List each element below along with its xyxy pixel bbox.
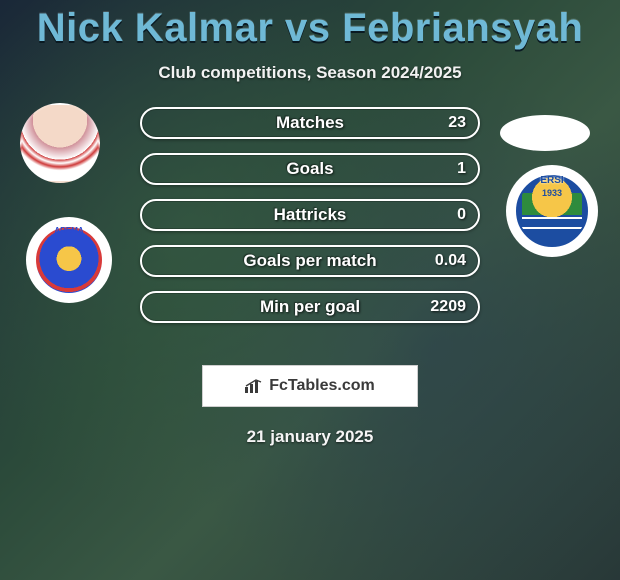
stat-label: Goals bbox=[142, 155, 478, 183]
stat-label: Min per goal bbox=[142, 293, 478, 321]
stat-row-hattricks: Hattricks 0 bbox=[140, 199, 480, 231]
stat-right-value: 0.04 bbox=[435, 247, 466, 275]
club-left-crest bbox=[26, 217, 112, 303]
brand-badge[interactable]: FcTables.com bbox=[202, 365, 418, 407]
stat-row-mpg: Min per goal 2209 bbox=[140, 291, 480, 323]
date-label: 21 january 2025 bbox=[0, 427, 620, 447]
subtitle: Club competitions, Season 2024/2025 bbox=[0, 63, 620, 83]
chart-icon bbox=[245, 379, 263, 393]
arema-icon bbox=[36, 227, 102, 293]
player-left-avatar bbox=[20, 103, 100, 183]
stat-label: Matches bbox=[142, 109, 478, 137]
stat-row-gpm: Goals per match 0.04 bbox=[140, 245, 480, 277]
stat-right-value: 23 bbox=[448, 109, 466, 137]
page-title: Nick Kalmar vs Febriansyah bbox=[0, 0, 620, 51]
stat-right-value: 1 bbox=[457, 155, 466, 183]
brand-text: FcTables.com bbox=[269, 377, 375, 395]
card: Nick Kalmar vs Febriansyah Club competit… bbox=[0, 0, 620, 580]
stat-label: Goals per match bbox=[142, 247, 478, 275]
stat-right-value: 0 bbox=[457, 201, 466, 229]
stats-bars: Matches 23 Goals 1 Hattricks 0 Goals per… bbox=[140, 107, 480, 337]
persib-icon bbox=[516, 175, 588, 247]
player-right-avatar bbox=[500, 115, 590, 151]
stat-row-matches: Matches 23 bbox=[140, 107, 480, 139]
stat-label: Hattricks bbox=[142, 201, 478, 229]
club-right-crest bbox=[506, 165, 598, 257]
stat-row-goals: Goals 1 bbox=[140, 153, 480, 185]
comparison-area: Matches 23 Goals 1 Hattricks 0 Goals per… bbox=[0, 107, 620, 347]
stat-right-value: 2209 bbox=[430, 293, 466, 321]
